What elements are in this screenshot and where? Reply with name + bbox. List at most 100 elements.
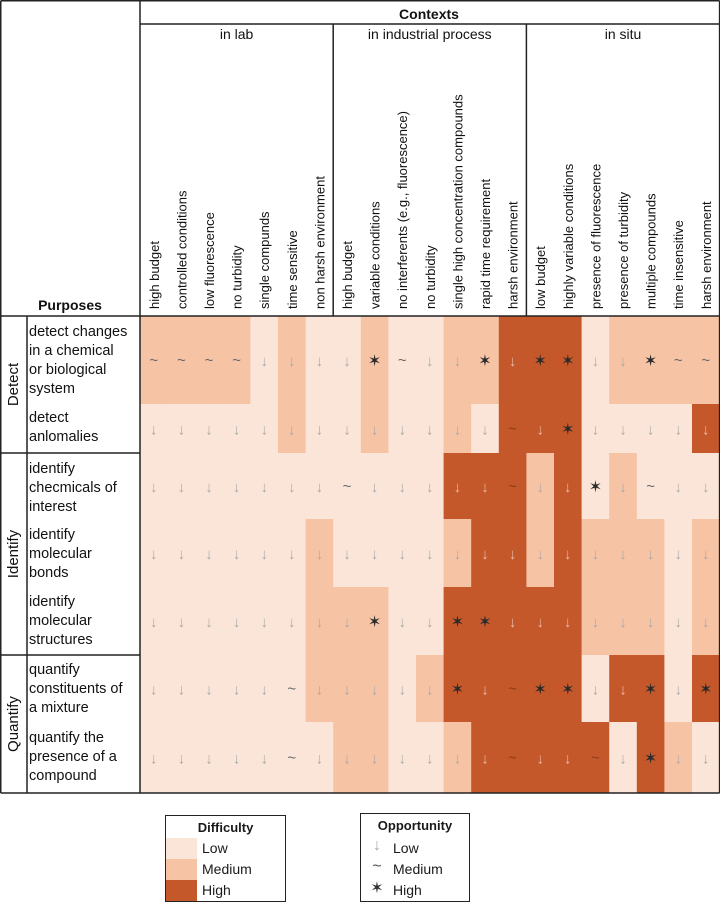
opportunity-low-mark: ↓: [205, 614, 213, 631]
opportunity-low-mark: ↓: [619, 353, 627, 370]
opportunity-low-mark: ↓: [674, 546, 682, 563]
matrix-cell: [664, 519, 693, 588]
matrix-cell: [305, 655, 334, 723]
opportunity-low-mark: ↓: [619, 751, 627, 768]
matrix-cell: [250, 519, 279, 588]
opportunity-low-mark: ↓: [343, 751, 351, 768]
matrix-cell: [333, 519, 362, 588]
matrix-cell: [471, 655, 500, 723]
matrix-cell: [443, 404, 472, 454]
opportunity-low-mark: ↓: [564, 751, 572, 768]
opportunity-low-mark: ↓: [371, 479, 379, 496]
matrix-cell: [554, 722, 582, 794]
opportunity-low-mark: ↓: [674, 682, 682, 699]
purpose-label: or biological: [29, 362, 106, 378]
matrix-cell: [195, 722, 224, 794]
matrix-cell: [526, 655, 555, 723]
opportunity-low-mark: ↓: [178, 422, 186, 439]
opportunity-low-mark: ↓: [316, 353, 324, 370]
matrix-cell: [416, 587, 444, 656]
opportunity-low-mark: ↓: [426, 546, 434, 563]
opportunity-low-mark: ↓: [536, 751, 544, 768]
opportunity-low-mark: ↓: [619, 422, 627, 439]
matrix-cell: [195, 316, 224, 405]
difficulty-medium-swatch: [166, 859, 197, 880]
opportunity-low-mark: ↓: [205, 479, 213, 496]
opportunity-low-mark: ↓: [647, 614, 655, 631]
opportunity-low-mark: ↓: [564, 479, 572, 496]
matrix-cell: [609, 587, 638, 656]
opportunity-high-mark: ✶: [451, 682, 464, 699]
matrix-cell: [195, 404, 224, 454]
matrix-cell: [664, 453, 693, 520]
opportunity-low-mark: ↓: [316, 682, 324, 699]
opportunity-medium-mark: ~: [177, 352, 186, 369]
matrix-cell: [305, 404, 334, 454]
context-factor-label: high budget: [147, 241, 162, 309]
opportunity-low-mark: ↓: [150, 614, 158, 631]
matrix-cell: [305, 519, 334, 588]
matrix-cell: [388, 404, 417, 454]
matrix-cell: [250, 587, 279, 656]
context-factor-label: controlled conditions: [174, 190, 189, 309]
star-icon: ✶: [370, 880, 384, 897]
matrix-cell: [416, 316, 444, 405]
matrix-cell: [664, 404, 693, 454]
matrix-cell: [360, 316, 389, 405]
opportunity-low-mark: ↓: [260, 682, 268, 699]
opportunity-low-mark: ↓: [619, 479, 627, 496]
opportunity-low-mark: ↓: [205, 546, 213, 563]
matrix-cell: [609, 655, 638, 723]
matrix-cell: [498, 519, 527, 588]
matrix-cell: [581, 519, 610, 588]
matrix-cell: [360, 587, 389, 656]
purpose-label: structures: [29, 632, 93, 648]
opportunity-low-mark: ↓: [205, 751, 213, 768]
purpose-group-label: Quantify: [5, 696, 22, 752]
matrix-cell: [167, 722, 196, 794]
matrix-cell: [222, 519, 251, 588]
opportunity-low-mark: ↓: [481, 422, 489, 439]
context-group-label: in lab: [220, 26, 254, 42]
matrix-cell: [636, 519, 665, 588]
opportunity-low-mark: ↓: [233, 422, 241, 439]
opportunity-medium-mark: ~: [232, 352, 241, 369]
matrix-cell: [498, 722, 527, 794]
matrix-cell: [222, 722, 251, 794]
opportunity-medium-mark: ~: [149, 352, 158, 369]
matrix-cell: [222, 404, 251, 454]
context-factor-label: no interferents (e.g., fluorescence): [395, 111, 410, 309]
matrix-cell: [167, 519, 196, 588]
opportunity-low-mark: ↓: [205, 682, 213, 699]
matrix-cell: [416, 453, 444, 520]
matrix-cell: [609, 453, 638, 520]
matrix-cell: [333, 655, 362, 723]
tilde-icon: ~: [372, 858, 382, 875]
opportunity-low-mark: ↓: [316, 422, 324, 439]
contexts-title: Contexts: [399, 6, 459, 22]
opportunity-medium-label: Medium: [393, 861, 443, 877]
opportunity-high-mark: ✶: [561, 682, 574, 699]
matrix-cell: [471, 722, 500, 794]
matrix-cell: [278, 404, 306, 454]
matrix-cell: [305, 316, 334, 405]
opportunity-low-label: Low: [393, 840, 419, 856]
matrix-cell: [471, 587, 500, 656]
matrix-cell: [388, 587, 417, 656]
opportunity-low-mark: ↓: [702, 546, 710, 563]
opportunity-low-mark: ↓: [260, 614, 268, 631]
opportunity-low-mark: ↓: [481, 682, 489, 699]
matrix-cell: [609, 722, 638, 794]
opportunity-high-mark: ✶: [589, 479, 602, 496]
matrix-cell: [222, 587, 251, 656]
matrix-cell: [526, 316, 555, 405]
matrix-cell: [140, 316, 168, 405]
purpose-label: constituents of: [29, 681, 123, 697]
opportunity-medium-mark: ~: [343, 478, 352, 495]
matrix-cell: [554, 316, 582, 405]
opportunity-medium-mark: ~: [287, 750, 296, 767]
opportunity-low-mark: ↓: [288, 422, 296, 439]
opportunity-low-mark: ↓: [481, 546, 489, 563]
opportunity-low-mark: ↓: [260, 546, 268, 563]
matrix-cell: [471, 519, 500, 588]
